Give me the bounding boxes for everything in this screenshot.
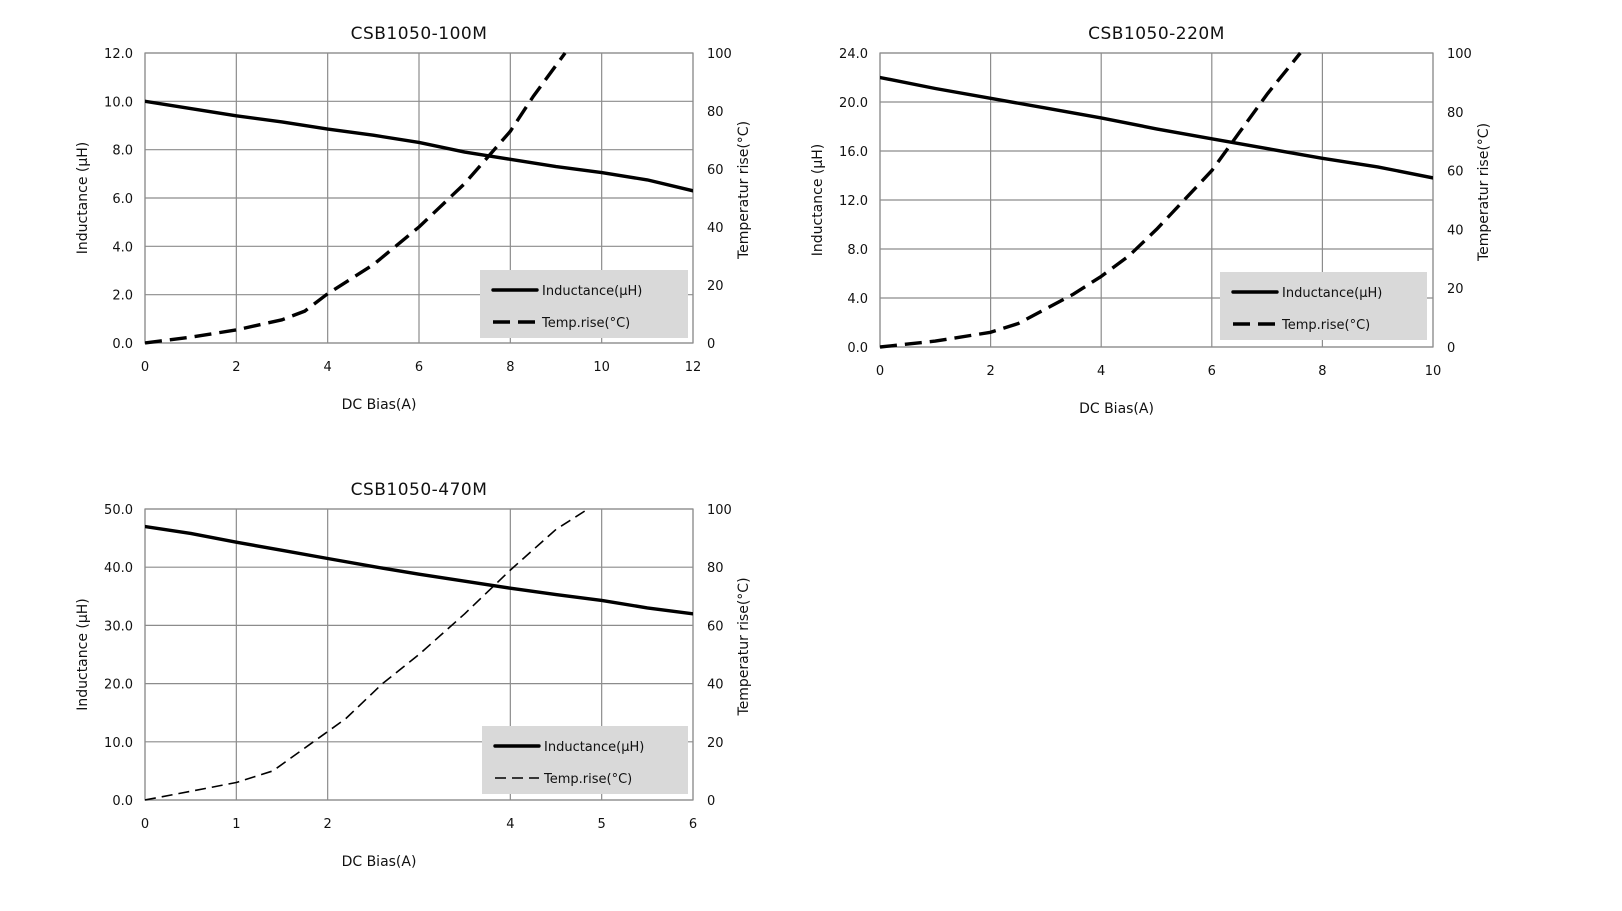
y-axis-title: Inductance (μH): [75, 598, 91, 711]
legend-label-inductance: Inductance(μH): [1282, 286, 1382, 301]
y-tick-label: 16.0: [839, 145, 868, 160]
y2-tick-label: 80: [707, 561, 724, 576]
legend-label-temp-rise: Temp.rise(°C): [543, 772, 632, 787]
y-tick-label: 4.0: [112, 240, 133, 255]
y-tick-label: 24.0: [839, 47, 868, 62]
y2-tick-label: 0: [1447, 341, 1455, 356]
y2-tick-label: 60: [707, 619, 724, 634]
y-axis-title: Inductance (μH): [810, 144, 826, 257]
y2-tick-label: 20: [707, 736, 724, 751]
y-tick-label: 30.0: [104, 619, 133, 634]
y2-tick-label: 100: [707, 503, 732, 518]
y-tick-label: 6.0: [112, 192, 133, 207]
y-tick-label: 40.0: [104, 561, 133, 576]
plot-frame: [144, 52, 694, 344]
x-tick-label: 6: [1208, 364, 1216, 379]
x-tick-label: 5: [598, 817, 606, 832]
chart-svg-100m: 0 2 4 6 8 10 12 0.0 2.0 4.0 6.0 8.0 10.0 12.0 0 20 40 60 8…: [75, 24, 752, 413]
y2-axis-title: Temperatur rise(°C): [736, 121, 752, 260]
x-tick-label: 4: [324, 360, 332, 375]
x-axis-title: DC Bias(A): [342, 854, 417, 870]
chart-title: CSB1050-220M: [1088, 24, 1225, 44]
y-tick-label: 8.0: [847, 243, 868, 258]
legend-label-temp-rise: Temp.rise(°C): [1281, 318, 1370, 333]
y-tick-label: 12.0: [839, 194, 868, 209]
y2-axis-title: Temperatur rise(°C): [736, 577, 752, 716]
temp-rise-series-line: [880, 51, 1302, 349]
inductance-series-line: [145, 524, 693, 616]
x-tick-label: 8: [506, 360, 514, 375]
chart-svg-220m: 0 2 4 6 8 10 0.0 4.0 8.0 12.0 16.0 20.0 24.0 0 20 40 60 8…: [810, 24, 1492, 417]
x-tick-label: 6: [689, 817, 697, 832]
temp-rise-series-line: [145, 51, 567, 345]
y-tick-label: 10.0: [104, 95, 133, 110]
y-tick-label: 8.0: [112, 144, 133, 159]
chart-csb1050-470m: 0 1 2 4 5 6 0.0 10.0 20.0 30.0 40.0 50.0 0 20 40 60 80 10…: [0, 470, 800, 910]
legend-box: [480, 270, 688, 338]
plot-frame: [879, 52, 1434, 348]
x-tick-label: 10: [1425, 364, 1442, 379]
y2-tick-label: 0: [707, 337, 715, 352]
chart-csb1050-100m: 0 2 4 6 8 10 12 0.0 2.0 4.0 6.0 8.0 10.0 12.0 0 20 40 60 8…: [0, 0, 800, 440]
y2-tick-label: 40: [1447, 223, 1464, 238]
x-tick-label: 6: [415, 360, 423, 375]
x-tick-label: 8: [1318, 364, 1326, 379]
y-tick-label: 50.0: [104, 503, 133, 518]
y-tick-label: 2.0: [112, 289, 133, 304]
legend-box: [1220, 272, 1427, 340]
x-axis-title: DC Bias(A): [1079, 401, 1154, 417]
x-tick-label: 4: [1097, 364, 1105, 379]
chart-title: CSB1050-100M: [351, 24, 488, 44]
x-tick-label: 0: [876, 364, 884, 379]
y-tick-label: 12.0: [104, 47, 133, 62]
y-tick-label: 10.0: [104, 736, 133, 751]
y2-tick-label: 60: [707, 163, 724, 178]
x-tick-label: 0: [141, 360, 149, 375]
inductance-series-line: [145, 99, 693, 193]
x-tick-label: 2: [324, 817, 332, 832]
plot-frame: [144, 508, 694, 801]
y-tick-label: 4.0: [847, 292, 868, 307]
x-tick-label: 10: [593, 360, 610, 375]
x-tick-label: 0: [141, 817, 149, 832]
y2-tick-label: 0: [707, 794, 715, 809]
y-tick-label: 0.0: [112, 794, 133, 809]
inductance-series-line: [880, 75, 1433, 180]
y2-tick-label: 80: [707, 105, 724, 120]
x-tick-label: 2: [232, 360, 240, 375]
y2-axis-title: Temperatur rise(°C): [1476, 123, 1492, 262]
y2-tick-label: 80: [1447, 106, 1464, 121]
x-tick-label: 1: [232, 817, 240, 832]
y-tick-label: 0.0: [847, 341, 868, 356]
y-tick-label: 0.0: [112, 337, 133, 352]
legend-label-inductance: Inductance(μH): [542, 284, 642, 299]
y2-tick-label: 60: [1447, 165, 1464, 180]
y2-tick-label: 40: [707, 221, 724, 236]
y-tick-label: 20.0: [104, 678, 133, 693]
legend-box: [482, 726, 688, 794]
y2-tick-label: 100: [707, 47, 732, 62]
y2-tick-label: 20: [1447, 282, 1464, 297]
y-axis-title: Inductance (μH): [75, 142, 91, 255]
y2-tick-label: 20: [707, 279, 724, 294]
y-tick-label: 20.0: [839, 96, 868, 111]
legend-label-temp-rise: Temp.rise(°C): [541, 316, 630, 331]
chart-csb1050-220m: 0 2 4 6 8 10 0.0 4.0 8.0 12.0 16.0 20.0 24.0 0 20 40 60 8…: [800, 0, 1600, 440]
chart-title: CSB1050-470M: [351, 480, 488, 500]
x-tick-label: 12: [685, 360, 702, 375]
x-tick-label: 2: [986, 364, 994, 379]
x-tick-label: 4: [506, 817, 514, 832]
chart-svg-470m: 0 1 2 4 5 6 0.0 10.0 20.0 30.0 40.0 50.0 0 20 40 60 80 10…: [75, 480, 752, 870]
legend-label-inductance: Inductance(μH): [544, 740, 644, 755]
y2-tick-label: 40: [707, 678, 724, 693]
y2-tick-label: 100: [1447, 47, 1472, 62]
x-axis-title: DC Bias(A): [342, 397, 417, 413]
temp-rise-series-line: [145, 508, 589, 801]
